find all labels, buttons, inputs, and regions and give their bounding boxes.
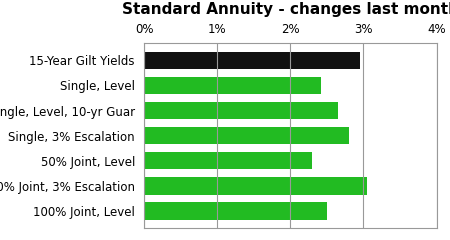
Title: Standard Annuity - changes last month: Standard Annuity - changes last month — [122, 2, 450, 17]
Bar — [144, 52, 360, 69]
Bar — [144, 152, 312, 169]
Bar — [144, 177, 367, 195]
Bar — [144, 202, 327, 220]
Bar — [144, 127, 349, 144]
Bar — [144, 77, 321, 94]
Bar — [144, 102, 338, 119]
